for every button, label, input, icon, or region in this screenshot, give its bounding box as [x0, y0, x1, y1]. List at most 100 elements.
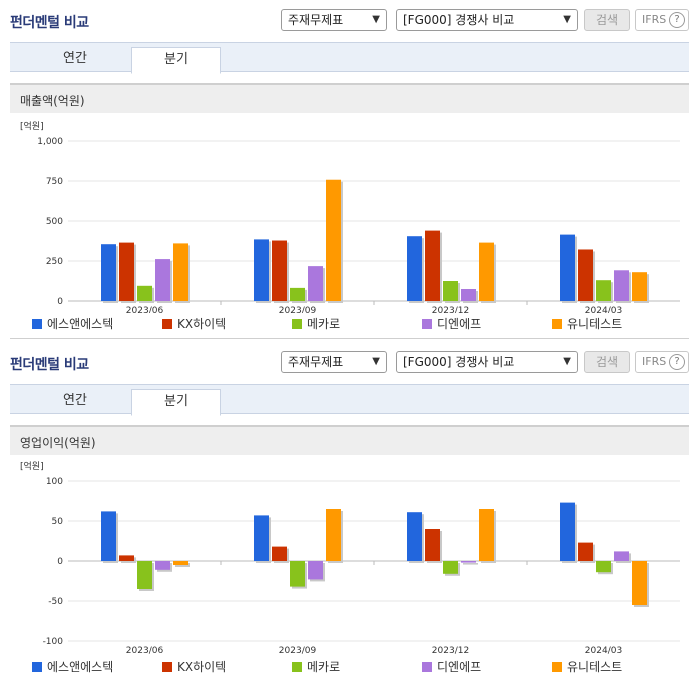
bar[interactable]: [326, 509, 341, 561]
bar[interactable]: [632, 272, 647, 301]
legend-item[interactable]: KX하이텍: [162, 660, 226, 674]
revenue-bar-chart: [억원] 0 250 500 750 1,000 2023/06 2023/09 2023/12…: [20, 120, 680, 316]
bar[interactable]: [173, 561, 188, 565]
bar[interactable]: [443, 561, 458, 574]
legend-swatch: [422, 319, 432, 329]
legend-label: KX하이텍: [177, 317, 227, 331]
bar[interactable]: [443, 281, 458, 301]
statement-select[interactable]: 주재무제표 ▼: [281, 351, 387, 373]
bar[interactable]: [119, 242, 134, 301]
ifrs-label: IFRS: [642, 355, 667, 368]
bar[interactable]: [101, 244, 116, 301]
bar[interactable]: [479, 242, 494, 301]
tab-annual[interactable]: 연간: [63, 51, 87, 66]
bar[interactable]: [308, 561, 323, 580]
bar[interactable]: [425, 230, 440, 301]
legend-item[interactable]: 디엔에프: [422, 660, 481, 674]
tab-quarterly[interactable]: 분기: [131, 47, 221, 74]
legend-item[interactable]: 유니테스트: [552, 317, 622, 331]
bar[interactable]: [290, 287, 305, 301]
y-tick-label: 750: [46, 177, 63, 187]
fundamental-panel-operating-profit: 펀더멘털 비교 주재무제표 ▼ [FG000] 경쟁사 비교 ▼ 검색 IFRS…: [0, 346, 696, 684]
search-button[interactable]: 검색: [584, 9, 630, 31]
bar[interactable]: [308, 266, 323, 301]
bar[interactable]: [137, 285, 152, 301]
ifrs-help-button[interactable]: IFRS ?: [635, 351, 689, 373]
bar[interactable]: [119, 555, 134, 561]
chart-title: 매출액(억원): [20, 94, 85, 108]
legend-swatch: [32, 662, 42, 672]
bar[interactable]: [560, 502, 575, 561]
bar[interactable]: [596, 280, 611, 301]
bar[interactable]: [173, 243, 188, 301]
bar[interactable]: [326, 179, 341, 301]
bar[interactable]: [425, 529, 440, 561]
bar[interactable]: [155, 561, 170, 570]
tab-quarterly[interactable]: 분기: [131, 389, 221, 416]
legend-swatch: [32, 319, 42, 329]
panel-title: 펀더멘털 비교: [10, 357, 89, 373]
legend-item[interactable]: KX하이텍: [162, 317, 226, 331]
y-tick-label: -100: [43, 637, 64, 647]
legend-swatch: [292, 319, 302, 329]
bar[interactable]: [407, 512, 422, 561]
bar[interactable]: [101, 511, 116, 561]
tab-annual[interactable]: 연간: [63, 393, 87, 408]
legend-swatch: [292, 662, 302, 672]
chart-area: [억원] 0 250 500 750 1,000 2023/06 2023/09 2023/12…: [10, 113, 689, 339]
panel-header: 펀더멘털 비교 주재무제표 ▼ [FG000] 경쟁사 비교 ▼ 검색 IFRS…: [0, 4, 696, 34]
fundamental-panel-revenue: 펀더멘털 비교 주재무제표 ▼ [FG000] 경쟁사 비교 ▼ 검색 IFRS…: [0, 4, 696, 339]
legend-item[interactable]: 메카로: [292, 317, 340, 331]
bar[interactable]: [461, 289, 476, 301]
x-tick-label: 2024/03: [585, 306, 622, 313]
legend-item[interactable]: 에스앤에스텍: [32, 317, 113, 331]
x-tick-label: 2023/12: [432, 306, 469, 313]
compare-select-value: [FG000] 경쟁사 비교: [403, 355, 515, 369]
bar[interactable]: [578, 542, 593, 561]
unit-label: [억원]: [20, 120, 44, 132]
legend-label: 디엔에프: [437, 660, 482, 674]
legend-swatch: [552, 662, 562, 672]
legend-swatch: [162, 662, 172, 672]
bar[interactable]: [578, 249, 593, 301]
legend-item[interactable]: 메카로: [292, 660, 340, 674]
x-tick-label: 2023/12: [432, 646, 469, 656]
bar[interactable]: [614, 270, 629, 301]
compare-select[interactable]: [FG000] 경쟁사 비교 ▼: [396, 9, 578, 31]
bar[interactable]: [290, 561, 305, 587]
legend-swatch: [552, 319, 562, 329]
y-tick-label: 100: [46, 477, 63, 487]
bar[interactable]: [137, 561, 152, 589]
chevron-down-icon: ▼: [563, 14, 571, 25]
bar[interactable]: [560, 234, 575, 301]
search-button[interactable]: 검색: [584, 351, 630, 373]
legend-item[interactable]: 에스앤에스텍: [32, 660, 113, 674]
bar[interactable]: [254, 239, 269, 301]
bar[interactable]: [254, 515, 269, 561]
bar[interactable]: [479, 509, 494, 561]
legend-item[interactable]: 디엔에프: [422, 317, 481, 331]
panel-header: 펀더멘털 비교 주재무제표 ▼ [FG000] 경쟁사 비교 ▼ 검색 IFRS…: [0, 346, 696, 376]
bar[interactable]: [155, 259, 170, 301]
ifrs-label: IFRS: [642, 13, 667, 26]
legend-label: 메카로: [307, 317, 341, 331]
legend-item[interactable]: 유니테스트: [552, 660, 622, 674]
bar[interactable]: [272, 546, 287, 561]
period-tabs: 연간 분기: [10, 42, 689, 74]
bar[interactable]: [614, 551, 629, 561]
chart-header: 영업이익(억원): [10, 425, 689, 455]
compare-select[interactable]: [FG000] 경쟁사 비교 ▼: [396, 351, 578, 373]
bar[interactable]: [407, 236, 422, 301]
statement-select[interactable]: 주재무제표 ▼: [281, 9, 387, 31]
bar-shadow: [463, 563, 478, 565]
bar[interactable]: [596, 561, 611, 573]
bar[interactable]: [272, 240, 287, 301]
chart-legend: 에스앤에스텍 KX하이텍 메카로 디엔에프 유니테스트: [10, 317, 689, 333]
bar[interactable]: [461, 561, 476, 563]
y-tick-label: 250: [46, 257, 63, 267]
y-tick-label: 500: [46, 217, 63, 227]
ifrs-help-button[interactable]: IFRS ?: [635, 9, 689, 31]
legend-swatch: [422, 662, 432, 672]
bar[interactable]: [632, 561, 647, 605]
legend-label: 에스앤에스텍: [47, 317, 114, 331]
